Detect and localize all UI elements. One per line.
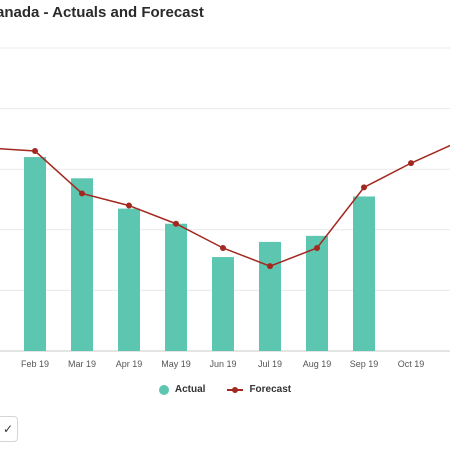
x-tick-label: Mar 19 xyxy=(68,359,96,369)
actual-swatch xyxy=(158,384,169,395)
actual-bar-apr-19 xyxy=(118,208,140,351)
actual-bar-mar-19 xyxy=(71,178,93,351)
forecast-point-may-19 xyxy=(173,220,179,227)
legend-label-actual: Actual xyxy=(174,384,206,395)
forecast-point-apr-19 xyxy=(126,202,132,209)
actual-bar-feb-19 xyxy=(24,157,46,351)
legend-item-forecast[interactable]: Forecast xyxy=(227,384,291,395)
forecast-swatch xyxy=(227,385,244,395)
legend-item-actual[interactable]: Actual xyxy=(158,384,206,395)
x-tick-label: Jun 19 xyxy=(209,359,236,369)
forecast-point-aug-19 xyxy=(314,244,320,251)
actual-bar-aug-19 xyxy=(306,235,328,351)
actual-bar-sep-19 xyxy=(353,196,375,351)
x-tick-label: Sep 19 xyxy=(350,359,379,369)
x-tick-label: Aug 19 xyxy=(303,359,332,369)
x-tick-label: Apr 19 xyxy=(116,359,143,369)
x-tick-label: Feb 19 xyxy=(21,359,49,369)
actual-bar-jun-19 xyxy=(212,257,234,351)
actual-bar-may-19 xyxy=(165,223,187,351)
legend: Actual Forecast xyxy=(0,384,450,395)
forecast-point-sep-19 xyxy=(361,184,367,191)
x-axis-ticks: Feb 19 Mar 19 Apr 19 May 19 Jun 19 Jul 19 Aug … xyxy=(21,359,425,369)
legend-label-forecast: Forecast xyxy=(249,384,292,395)
forecast-points xyxy=(32,148,414,270)
forecast-point-feb-19 xyxy=(32,148,38,155)
x-tick-label: May 19 xyxy=(161,359,191,369)
forecast-point-jul-19 xyxy=(267,263,273,270)
forecast-point-jun-19 xyxy=(220,244,226,251)
dropdown-toggle-button[interactable]: ✓ xyxy=(0,416,18,442)
actual-bar-jul-19 xyxy=(259,241,281,351)
x-tick-label: Jul 19 xyxy=(258,359,282,369)
forecast-point-oct-19 xyxy=(408,160,414,167)
check-icon: ✓ xyxy=(2,422,14,436)
actual-bars xyxy=(24,157,375,351)
chart-title: anada - Actuals and Forecast xyxy=(0,4,204,21)
forecast-point-mar-19 xyxy=(79,190,85,197)
x-tick-label: Oct 19 xyxy=(398,359,425,369)
